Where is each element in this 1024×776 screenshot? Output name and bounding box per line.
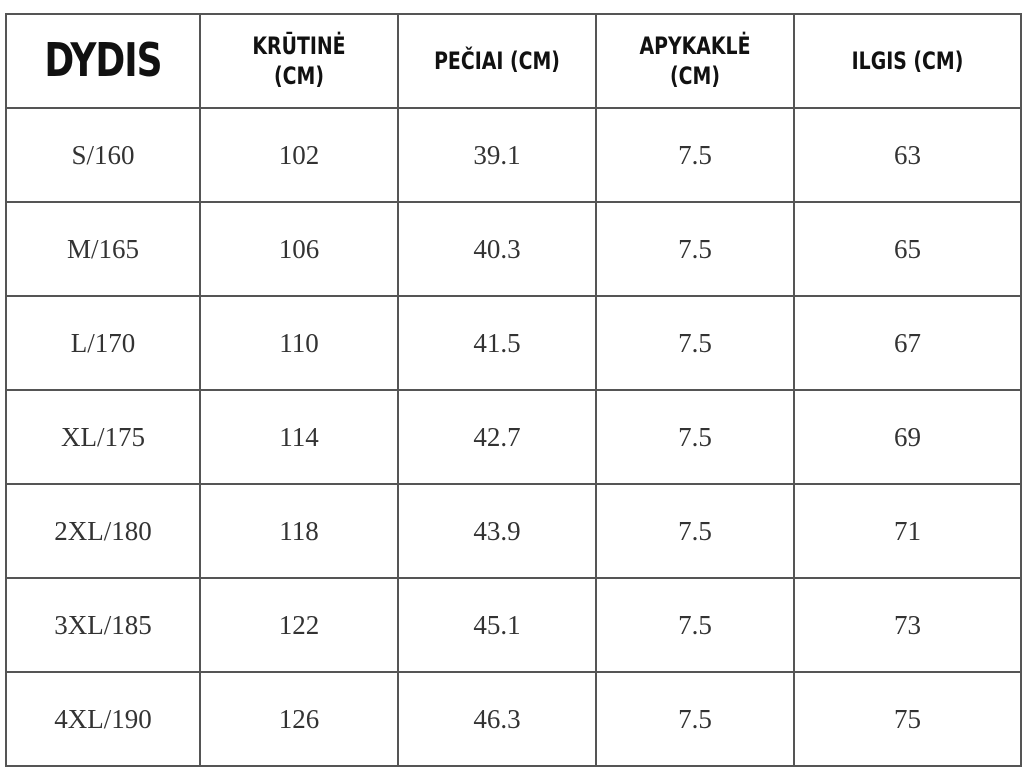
cell-length: 73 bbox=[793, 577, 1022, 673]
cell-length: 65 bbox=[793, 201, 1022, 297]
cell-chest: 122 bbox=[199, 577, 399, 673]
cell-collar: 7.5 bbox=[595, 671, 795, 767]
cell-shoulders: 43.9 bbox=[397, 483, 597, 579]
cell-shoulders: 41.5 bbox=[397, 295, 597, 391]
table-row: 3XL/185 122 45.1 7.5 73 bbox=[5, 577, 1022, 673]
table-row: 2XL/180 118 43.9 7.5 71 bbox=[5, 483, 1022, 579]
header-length: ILGIS (CM) bbox=[793, 5, 1022, 117]
cell-collar: 7.5 bbox=[595, 201, 795, 297]
table-row: S/160 102 39.1 7.5 63 bbox=[5, 107, 1022, 203]
cell-shoulders: 45.1 bbox=[397, 577, 597, 673]
cell-size: L/170 bbox=[5, 295, 201, 391]
cell-size: 4XL/190 bbox=[5, 671, 201, 767]
cell-size: 2XL/180 bbox=[5, 483, 201, 579]
header-shoulders: PEČIAI (CM) bbox=[397, 5, 597, 117]
cell-length: 75 bbox=[793, 671, 1022, 767]
table-row: 4XL/190 126 46.3 7.5 75 bbox=[5, 671, 1022, 767]
cell-shoulders: 39.1 bbox=[397, 107, 597, 203]
cell-collar: 7.5 bbox=[595, 577, 795, 673]
cell-length: 71 bbox=[793, 483, 1022, 579]
cell-size: XL/175 bbox=[5, 389, 201, 485]
cell-chest: 106 bbox=[199, 201, 399, 297]
header-collar: APYKAKLĖ (CM) bbox=[595, 5, 795, 117]
cell-chest: 118 bbox=[199, 483, 399, 579]
header-size: DYDIS bbox=[5, 5, 201, 117]
cell-chest: 114 bbox=[199, 389, 399, 485]
size-chart-table: DYDIS KRŪTINĖ (CM) PEČIAI (CM) APYKAKLĖ … bbox=[5, 5, 1022, 767]
cell-chest: 126 bbox=[199, 671, 399, 767]
table-row: M/165 106 40.3 7.5 65 bbox=[5, 201, 1022, 297]
cell-shoulders: 46.3 bbox=[397, 671, 597, 767]
header-chest: KRŪTINĖ (CM) bbox=[199, 5, 399, 117]
cell-collar: 7.5 bbox=[595, 107, 795, 203]
cell-length: 63 bbox=[793, 107, 1022, 203]
cell-collar: 7.5 bbox=[595, 389, 795, 485]
cell-collar: 7.5 bbox=[595, 295, 795, 391]
header-row: DYDIS KRŪTINĖ (CM) PEČIAI (CM) APYKAKLĖ … bbox=[5, 5, 1022, 117]
cell-length: 69 bbox=[793, 389, 1022, 485]
cell-shoulders: 42.7 bbox=[397, 389, 597, 485]
cell-shoulders: 40.3 bbox=[397, 201, 597, 297]
cell-collar: 7.5 bbox=[595, 483, 795, 579]
cell-size: S/160 bbox=[5, 107, 201, 203]
cell-chest: 102 bbox=[199, 107, 399, 203]
cell-length: 67 bbox=[793, 295, 1022, 391]
cell-size: M/165 bbox=[5, 201, 201, 297]
table-row: XL/175 114 42.7 7.5 69 bbox=[5, 389, 1022, 485]
cell-size: 3XL/185 bbox=[5, 577, 201, 673]
table-row: L/170 110 41.5 7.5 67 bbox=[5, 295, 1022, 391]
cell-chest: 110 bbox=[199, 295, 399, 391]
